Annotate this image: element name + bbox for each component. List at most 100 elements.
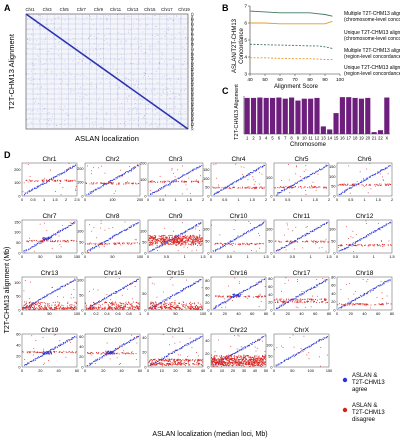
- scatter-disagree-point: [59, 182, 61, 184]
- scatter-disagree-point: [152, 237, 154, 239]
- scatter-disagree-point: [34, 306, 36, 308]
- scatter-disagree-point: [131, 302, 133, 304]
- scatter-disagree-point: [311, 184, 312, 186]
- scatter-agree-point: [28, 248, 30, 250]
- scatter-agree-point: [250, 172, 252, 174]
- scatter-agree-point: [240, 292, 242, 294]
- scatter-agree-point: [299, 293, 301, 295]
- scatter-agree-point: [279, 305, 281, 307]
- panel-a-noise-point: [65, 66, 67, 68]
- scatter-agree-point: [262, 166, 264, 168]
- scatter-agree-point: [304, 177, 305, 179]
- scatter-disagree-point: [149, 241, 150, 243]
- scatter-ytick-label: 100: [77, 278, 83, 282]
- panel-a-noise-point: [89, 15, 90, 17]
- scatter-agree-point: [222, 245, 224, 247]
- panel-a-right-label: Chr6: [190, 38, 194, 46]
- scatter-agree-point: [370, 289, 372, 291]
- scatter-disagree-point: [192, 307, 194, 308]
- panel-a-noise-point: [165, 35, 166, 37]
- scatter-disagree-point: [136, 242, 138, 244]
- scatter-agree-point: [235, 239, 237, 241]
- panel-a-noise-point: [149, 78, 150, 80]
- scatter-disagree-point: [25, 303, 27, 304]
- scatter-disagree-point: [153, 304, 155, 306]
- scatter-agree-point: [46, 295, 47, 297]
- scatter-agree-point: [182, 232, 184, 234]
- scatter-agree-point: [353, 299, 355, 301]
- scatter-ytick-label: 0: [270, 251, 272, 255]
- scatter-disagree-point: [126, 306, 128, 308]
- scatter-disagree-point: [32, 302, 34, 304]
- scatter-disagree-point: [68, 241, 69, 243]
- scatter-disagree-point: [51, 179, 53, 181]
- scatter-disagree-point: [304, 301, 305, 303]
- scatter-disagree-point: [197, 240, 199, 242]
- scatter-disagree-point: [362, 245, 363, 247]
- scatter-agree-point: [308, 289, 310, 291]
- scatter-disagree-point: [192, 302, 194, 304]
- scatter-disagree-point: [185, 181, 187, 183]
- scatter-disagree-point: [153, 238, 155, 240]
- scatter-disagree-point: [105, 307, 106, 309]
- panel-a-noise-point: [170, 18, 172, 19]
- scatter-agree-point: [370, 289, 372, 291]
- scatter-disagree-point: [133, 301, 135, 303]
- scatter-disagree-point: [131, 306, 133, 308]
- scatter-disagree-point: [161, 308, 163, 310]
- panel-a-noise-point: [166, 120, 168, 121]
- panel-a-noise-point: [64, 106, 65, 107]
- scatter-disagree-point: [30, 306, 32, 308]
- panel-a-noise-point: [41, 41, 43, 42]
- panel-a-noise-point: [116, 72, 118, 73]
- scatter-agree-point: [40, 242, 42, 244]
- scatter-disagree-point: [281, 179, 283, 181]
- scatter-agree-point: [222, 301, 224, 303]
- scatter-disagree-point: [162, 243, 164, 245]
- panel-c-xtick-label: 5: [271, 136, 274, 141]
- scatter-disagree-point: [235, 220, 236, 222]
- scatter-xtick-label: 0.8: [126, 312, 131, 316]
- panel-a-noise-point: [104, 35, 105, 37]
- scatter-xtick-label: 1.5: [389, 255, 394, 259]
- scatter-agree-point: [121, 174, 123, 176]
- scatter-agree-point: [195, 226, 197, 228]
- scatter-disagree-point: [33, 308, 34, 310]
- scatter-disagree-point: [255, 296, 257, 297]
- scatter-agree-point: [312, 231, 314, 232]
- panel-a-noise-point: [140, 98, 142, 100]
- scatter-agree-point: [347, 302, 349, 304]
- panel-a-noise-point: [128, 79, 129, 80]
- scatter-disagree-point: [297, 241, 299, 243]
- scatter-disagree-point: [174, 243, 176, 245]
- scatter-agree-point: [154, 191, 155, 193]
- panel-c-xtick-label: 17: [346, 136, 351, 141]
- scatter-agree-point: [257, 283, 259, 285]
- scatter-panel-title: Chr16: [230, 270, 248, 277]
- scatter-xtick-label: 0: [336, 255, 338, 259]
- scatter-agree-point: [261, 223, 263, 225]
- panel-a-noise-point: [149, 62, 151, 63]
- scatter-disagree-point: [327, 241, 329, 243]
- scatter-agree-point: [196, 281, 198, 283]
- scatter-agree-point: [284, 302, 286, 304]
- scatter-agree-point: [65, 284, 67, 286]
- scatter-disagree-point: [105, 183, 107, 184]
- scatter-disagree-point: [162, 240, 164, 242]
- scatter-disagree-point: [42, 179, 44, 181]
- scatter-disagree-point: [174, 240, 176, 242]
- scatter-disagree-point: [163, 235, 164, 236]
- panel-a-noise-point: [72, 38, 74, 39]
- scatter-disagree-point: [74, 307, 76, 309]
- scatter-disagree-point: [174, 242, 176, 244]
- scatter-agree-point: [189, 228, 191, 230]
- panel-a-noise-point: [160, 115, 162, 117]
- scatter-disagree-point: [30, 303, 32, 305]
- scatter-agree-point: [258, 224, 260, 226]
- panel-a-noise-point: [161, 58, 162, 60]
- scatter-disagree-point: [369, 184, 371, 186]
- scatter-agree-point: [37, 299, 39, 301]
- scatter-disagree-point: [160, 304, 162, 306]
- scatter-disagree-point: [289, 192, 291, 194]
- panel-a-noise-point: [84, 94, 86, 95]
